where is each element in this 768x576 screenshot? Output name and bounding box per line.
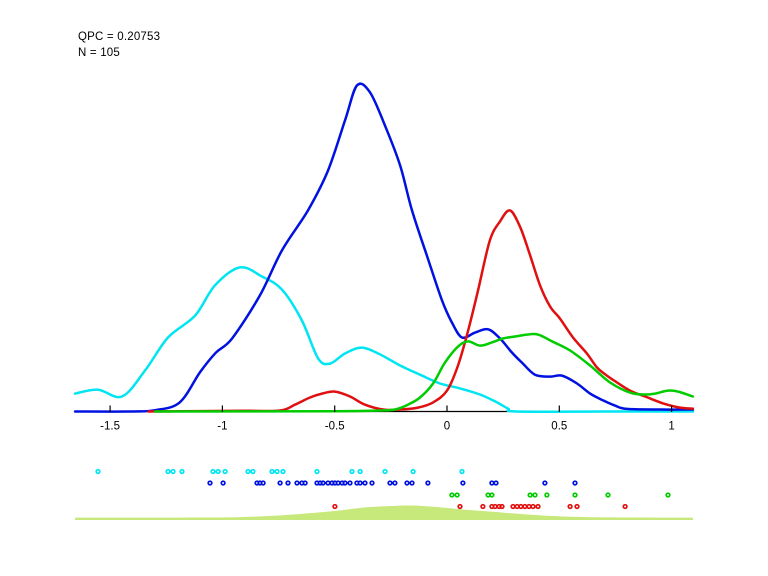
rug-point-red-samples	[510, 503, 516, 510]
rug-point-blue-samples	[392, 480, 398, 486]
rug-point-cyan-samples	[274, 468, 280, 475]
rug-point-blue-samples	[335, 480, 341, 486]
rug-point-cyan-samples	[280, 468, 286, 475]
rug-point-red-samples	[518, 503, 524, 510]
rug-point-red-samples	[522, 503, 528, 510]
rug-point-blue-samples	[294, 480, 300, 486]
rug-point-green-samples	[572, 492, 578, 498]
density-curve-red-cluster-density	[147, 209, 695, 413]
x-tick-label: 0	[444, 421, 450, 433]
x-tick-label: 1	[668, 421, 674, 433]
rug-point-cyan-samples	[210, 468, 216, 475]
rug-point-red-samples	[567, 503, 573, 510]
rug-point-blue-samples	[489, 480, 495, 486]
rug-point-cyan-samples	[222, 468, 228, 475]
rug-point-blue-samples	[387, 480, 393, 486]
rug-point-blue-samples	[277, 480, 283, 486]
rug-point-cyan-samples	[215, 468, 221, 475]
rug-point-blue-samples	[260, 480, 266, 486]
rug-point-red-samples	[457, 503, 463, 510]
rug-point-blue-samples	[220, 480, 226, 486]
rug-point-blue-samples	[404, 480, 410, 486]
rug-point-blue-samples	[302, 480, 308, 486]
rug-point-red-samples	[526, 503, 532, 510]
annotation-block: QPC = 0.20753 N = 105	[78, 29, 160, 61]
rug-point-cyan-samples	[250, 468, 256, 475]
density-curve-blue-cluster-density	[73, 82, 695, 413]
x-tick-label: 0.5	[551, 421, 567, 433]
rug-point-blue-samples	[409, 480, 415, 486]
rug-point-cyan-samples	[314, 468, 320, 475]
rug-point-cyan-samples	[95, 468, 101, 475]
rug-point-red-samples	[622, 503, 628, 510]
rug-point-green-samples	[454, 492, 460, 498]
density-curve-cyan-cluster-density	[73, 265, 695, 413]
rug-point-blue-samples	[320, 480, 326, 486]
rug-point-blue-samples	[285, 480, 291, 486]
combined-projection-density-fill	[75, 505, 693, 520]
rug-point-cyan-samples	[170, 468, 176, 475]
rug-point-cyan-samples	[245, 468, 251, 475]
rug-point-green-samples	[489, 492, 495, 498]
rug-point-green-samples	[449, 492, 455, 498]
rug-point-cyan-samples	[382, 468, 388, 475]
rug-point-blue-samples	[369, 480, 375, 486]
rug-point-blue-samples	[542, 480, 548, 486]
rug-point-red-samples	[530, 503, 536, 510]
rug-point-blue-samples	[325, 480, 331, 486]
rug-point-blue-samples	[362, 480, 368, 486]
rug-point-red-samples	[574, 503, 580, 510]
rug-point-green-samples	[527, 492, 533, 498]
rug-point-red-samples	[492, 503, 498, 510]
x-tick-label: -1	[217, 421, 227, 433]
x-tick-label: -0.5	[325, 421, 345, 433]
rug-point-blue-samples	[460, 480, 466, 486]
rug-point-blue-samples	[425, 480, 431, 486]
rug-point-red-samples	[499, 503, 505, 510]
rug-point-red-samples	[332, 503, 338, 510]
rug-point-blue-samples	[207, 480, 213, 486]
x-tick-label: -1.5	[100, 421, 120, 433]
rug-point-green-samples	[605, 492, 611, 498]
rug-point-cyan-samples	[269, 468, 275, 475]
rug-point-red-samples	[535, 503, 541, 510]
rug-point-blue-samples	[357, 480, 363, 486]
rug-point-blue-samples	[342, 480, 348, 486]
rug-point-blue-samples	[347, 480, 353, 486]
rug-point-cyan-samples	[357, 468, 363, 475]
rug-point-green-samples	[665, 492, 671, 498]
n-value: N = 105	[78, 47, 120, 59]
rug-point-blue-samples	[572, 480, 578, 486]
rug-point-cyan-samples	[410, 468, 416, 475]
rug-point-cyan-samples	[349, 468, 355, 475]
rug-point-green-samples	[532, 492, 538, 498]
rug-point-cyan-samples	[179, 468, 185, 475]
rug-point-red-samples	[480, 503, 486, 510]
rug-point-green-samples	[544, 492, 550, 498]
density-curve-green-cluster-density	[153, 332, 695, 413]
rug-point-cyan-samples	[165, 468, 171, 475]
rug-point-cyan-samples	[459, 468, 465, 475]
rug-point-blue-samples	[493, 480, 499, 486]
qpc-value: QPC = 0.20753	[78, 31, 161, 43]
